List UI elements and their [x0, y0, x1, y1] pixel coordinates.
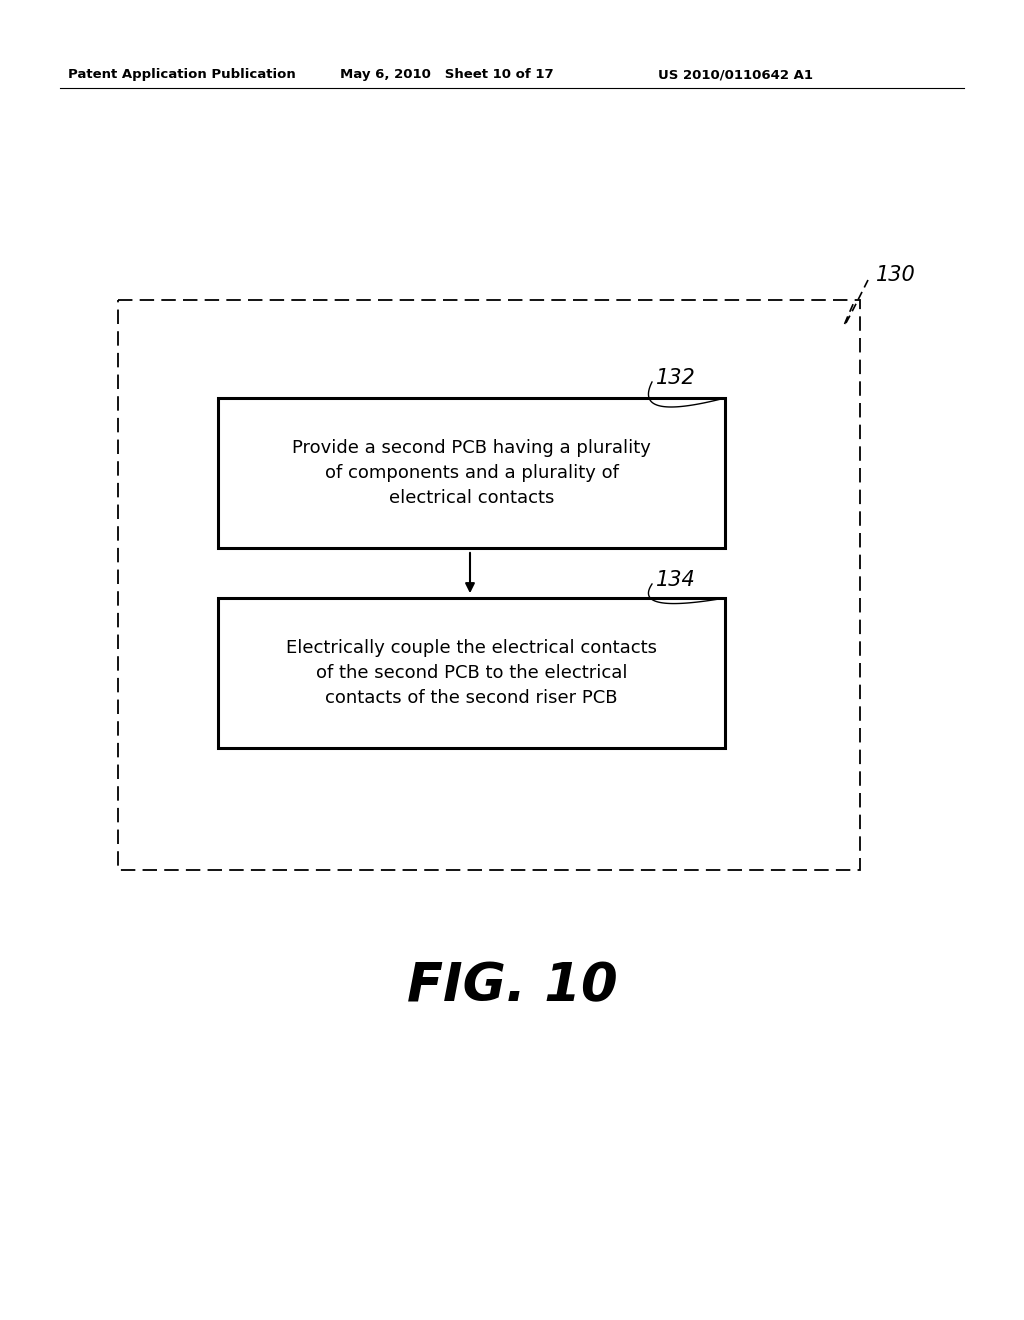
- Text: May 6, 2010   Sheet 10 of 17: May 6, 2010 Sheet 10 of 17: [340, 69, 554, 81]
- Bar: [218, 399, 725, 548]
- Text: Electrically couple the electrical contacts
of the second PCB to the electrical
: Electrically couple the electrical conta…: [286, 639, 657, 708]
- Text: FIG. 10: FIG. 10: [407, 960, 617, 1012]
- Text: Patent Application Publication: Patent Application Publication: [68, 69, 296, 81]
- Text: 132: 132: [656, 368, 695, 388]
- Text: 134: 134: [656, 570, 695, 590]
- Bar: [118, 300, 860, 870]
- Text: US 2010/0110642 A1: US 2010/0110642 A1: [658, 69, 813, 81]
- Bar: [218, 598, 725, 748]
- Text: 130: 130: [876, 265, 915, 285]
- Text: Provide a second PCB having a plurality
of components and a plurality of
electri: Provide a second PCB having a plurality …: [292, 440, 651, 507]
